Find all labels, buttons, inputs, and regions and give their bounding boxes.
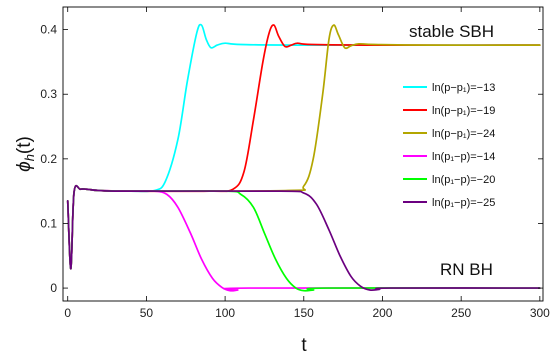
x-tick-label-0: 0 (64, 306, 71, 320)
y-axis-label-sub: h (22, 154, 37, 161)
y-tick-label-1: 0.1 (40, 216, 57, 230)
annotation-stable-sbh: stable SBH (409, 22, 494, 41)
y-tick-labels: 0 0.1 0.2 0.3 0.4 (40, 23, 57, 295)
y-tick-label-2: 0.2 (40, 152, 57, 166)
series-line-0 (66, 23, 541, 270)
legend: ln(p−p₁)=−13 ln(p−p₁)=−19 ln(p−p₁)=−24 ln(p… (403, 82, 495, 209)
y-axis-label-main: ϕ (14, 161, 35, 172)
annotation-rn-bh: RN BH (440, 260, 493, 279)
series-layer (66, 23, 541, 292)
y-axis-label: ϕh(t) (14, 136, 37, 172)
x-axis-label: t (301, 335, 307, 356)
legend-label-0: ln(p−p₁)=−13 (432, 82, 495, 94)
y-tick-label-4: 0.4 (40, 23, 57, 37)
ticks-layer (63, 7, 543, 301)
x-tick-label-4: 200 (372, 306, 392, 320)
series-line-5 (66, 184, 541, 292)
legend-label-5: ln(p₁−p)=−25 (432, 197, 495, 209)
legend-label-1: ln(p−p₁)=−19 (432, 105, 495, 117)
x-tick-label-6: 300 (530, 306, 550, 320)
legend-label-4: ln(p₁−p)=−20 (432, 174, 495, 186)
y-tick-label-0: 0 (50, 281, 57, 295)
series-line-1 (66, 24, 541, 270)
legend-label-2: ln(p−p₁)=−24 (432, 128, 495, 140)
x-tick-label-5: 250 (451, 306, 471, 320)
x-tick-label-3: 150 (294, 306, 314, 320)
y-axis-label-tail: (t) (14, 136, 35, 154)
y-tick-label-3: 0.3 (40, 87, 57, 101)
series-line-2 (66, 24, 541, 270)
x-tick-label-2: 100 (215, 306, 235, 320)
x-tick-label-1: 50 (140, 306, 154, 320)
x-tick-labels: 0 50 100 150 200 250 300 (64, 306, 550, 320)
plot-frame (62, 6, 544, 302)
legend-label-3: ln(p₁−p)=−14 (432, 151, 495, 163)
